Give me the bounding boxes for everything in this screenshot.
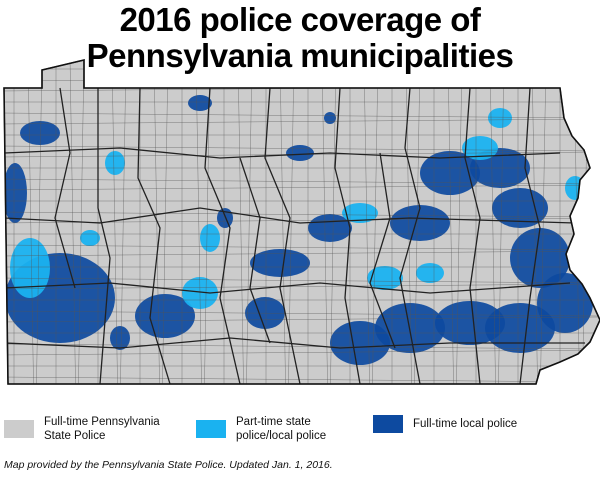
- municipal-boundary: [4, 178, 600, 185]
- municipal-boundary: [111, 60, 119, 384]
- municipal-boundary: [4, 145, 600, 152]
- map-title: 2016 police coverage of Pennsylvania mun…: [0, 2, 600, 74]
- full-time-local-area: [20, 121, 60, 145]
- municipal-boundary: [321, 60, 329, 384]
- municipal-boundary: [4, 184, 600, 191]
- county-boundary: [4, 282, 571, 294]
- legend-label-state-police: Full-time Pennsylvania State Police: [44, 416, 160, 442]
- municipal-boundary: [35, 60, 43, 384]
- part-time-area: [200, 224, 220, 252]
- full-time-local-area: [324, 112, 336, 124]
- county-boundary: [97, 88, 111, 384]
- map-credit: Map provided by the Pennsylvania State P…: [4, 459, 333, 471]
- municipal-boundary: [203, 60, 211, 384]
- legend-swatch-full-time-local: [373, 415, 403, 433]
- full-time-local-area: [286, 145, 314, 161]
- municipal-boundary: [279, 60, 287, 384]
- county-boundary: [4, 337, 585, 349]
- municipal-boundary: [4, 277, 600, 284]
- municipal-boundary: [4, 310, 600, 317]
- full-time-local-area: [510, 228, 570, 288]
- legend-item-state-police: Full-time Pennsylvania State Police: [4, 415, 160, 443]
- municipal-boundary: [237, 60, 245, 384]
- municipal-boundary: [4, 79, 600, 86]
- state-border: [3, 58, 600, 385]
- county-boundary: [264, 87, 301, 384]
- municipal-boundary: [4, 244, 600, 251]
- part-time-area: [367, 266, 403, 290]
- municipal-boundary: [4, 283, 600, 290]
- legend-label-full-time-local: Full-time local police: [413, 418, 518, 430]
- part-time-area: [80, 230, 100, 246]
- municipal-boundary: [4, 316, 600, 323]
- part-time-area: [565, 176, 585, 200]
- municipal-boundary: [245, 60, 253, 384]
- legend-swatch-part-time: [196, 420, 226, 438]
- municipal-boundary: [581, 60, 589, 384]
- full-time-local-area: [188, 95, 212, 111]
- municipal-boundary: [4, 118, 600, 125]
- full-time-local-area: [492, 188, 548, 228]
- county-boundary: [464, 87, 481, 384]
- municipal-boundary: [413, 60, 421, 384]
- municipal-boundary: [329, 60, 337, 384]
- municipal-boundary: [69, 60, 77, 384]
- municipal-boundary: [4, 112, 600, 119]
- county-boundary: [369, 152, 396, 349]
- municipal-boundary: [4, 343, 600, 350]
- county-boundary: [334, 87, 361, 384]
- part-time-area: [462, 136, 498, 160]
- municipal-boundary: [0, 410, 600, 413]
- municipal-boundary: [161, 60, 169, 384]
- legend-item-part-time: Part-time state police/local police: [196, 415, 326, 443]
- county-boundary: [137, 87, 171, 384]
- municipal-boundary: [287, 60, 295, 384]
- municipal-boundary: [4, 217, 600, 224]
- map-title-line-2: Pennsylvania municipalities: [86, 37, 514, 74]
- county-boundary: [399, 87, 421, 384]
- municipal-boundary: [539, 60, 547, 384]
- county-boundary: [519, 87, 541, 384]
- part-time-area: [342, 203, 378, 223]
- part-time-area: [10, 238, 50, 298]
- legend-swatch-state-police: [4, 420, 34, 438]
- part-time-area: [488, 108, 512, 128]
- county-boundary: [4, 207, 576, 224]
- municipal-boundary: [573, 60, 581, 384]
- municipal-boundary: [4, 250, 600, 257]
- legend-label-part-time: Part-time state police/local police: [236, 416, 327, 442]
- full-time-local-area: [330, 321, 390, 365]
- full-time-local-area: [390, 205, 450, 241]
- full-time-local-area: [4, 163, 27, 223]
- county-boundary: [54, 87, 76, 289]
- municipal-boundary: [447, 60, 455, 384]
- municipal-boundary: [371, 60, 379, 384]
- full-time-local-area: [245, 297, 285, 329]
- municipal-boundary: [4, 349, 600, 356]
- full-time-local-area: [110, 326, 130, 350]
- pennsylvania-map: [0, 58, 600, 413]
- municipal-boundary: [4, 211, 600, 218]
- part-time-area: [105, 151, 125, 175]
- municipal-boundary: [195, 60, 203, 384]
- map-title-line-1: 2016 police coverage of: [119, 1, 481, 38]
- municipal-boundary: [531, 60, 539, 384]
- part-time-area: [416, 263, 444, 283]
- county-boundary: [239, 157, 271, 344]
- municipal-boundary: [363, 60, 371, 384]
- full-time-local-area: [135, 294, 195, 338]
- pennsylvania-map-svg: [0, 58, 600, 413]
- municipal-boundary: [27, 60, 35, 384]
- municipal-boundary: [455, 60, 463, 384]
- legend-item-full-time-local: Full-time local police: [373, 415, 517, 433]
- county-boundary: [4, 147, 561, 159]
- municipal-boundary: [77, 60, 85, 384]
- county-boundary: [204, 87, 241, 384]
- legend: Full-time Pennsylvania State Police Part…: [0, 415, 600, 455]
- full-time-local-area: [250, 249, 310, 277]
